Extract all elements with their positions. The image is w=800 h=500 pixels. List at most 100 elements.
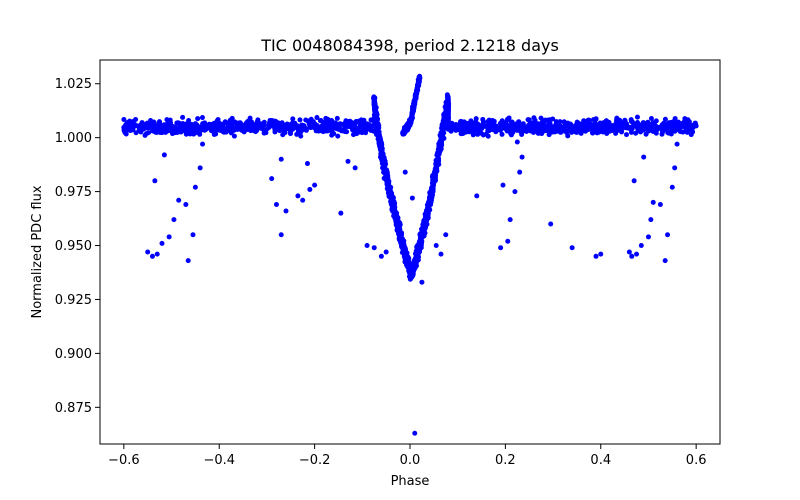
data-point xyxy=(283,208,289,214)
data-point xyxy=(507,217,513,223)
data-point xyxy=(593,116,599,122)
x-tick-label: 0.2 xyxy=(495,453,516,468)
data-point xyxy=(627,126,633,132)
data-point xyxy=(539,119,545,125)
data-point xyxy=(372,105,378,111)
data-point xyxy=(684,129,690,135)
data-point xyxy=(650,128,656,134)
data-point xyxy=(458,131,464,137)
data-point xyxy=(436,145,442,151)
data-point xyxy=(138,123,144,129)
data-point xyxy=(507,127,513,133)
data-point xyxy=(511,125,517,131)
data-point xyxy=(514,139,520,145)
data-point xyxy=(442,124,448,130)
data-point xyxy=(569,124,575,130)
data-point xyxy=(136,127,142,133)
data-point xyxy=(524,129,530,134)
data-point xyxy=(328,122,334,128)
data-point xyxy=(657,125,663,131)
y-axis: 0.875 0.900 0.925 0.950 0.975 1.000 1.025 xyxy=(55,77,100,416)
data-point xyxy=(613,121,619,127)
data-point xyxy=(154,129,160,135)
data-point xyxy=(300,197,306,203)
data-point xyxy=(480,124,486,130)
data-point xyxy=(585,117,591,123)
data-point xyxy=(466,126,472,132)
data-point xyxy=(378,253,384,259)
data-point xyxy=(598,251,604,257)
data-point xyxy=(362,121,368,127)
data-point xyxy=(624,132,630,138)
data-point xyxy=(289,124,295,130)
data-point xyxy=(295,193,301,199)
data-point xyxy=(352,165,358,171)
data-point xyxy=(167,120,173,126)
data-point xyxy=(233,120,239,126)
data-point xyxy=(515,122,521,128)
data-point xyxy=(400,130,406,136)
data-point xyxy=(626,249,632,255)
y-tick-label: 0.900 xyxy=(55,347,92,362)
data-point xyxy=(512,189,518,195)
data-point xyxy=(195,116,201,122)
data-point xyxy=(228,126,234,132)
data-point xyxy=(226,120,232,126)
data-point xyxy=(508,132,514,138)
data-point xyxy=(269,117,275,123)
data-point xyxy=(373,117,379,123)
data-point xyxy=(519,154,525,160)
data-point xyxy=(266,124,272,130)
data-point xyxy=(532,121,538,127)
data-point xyxy=(688,132,694,138)
data-point xyxy=(245,119,251,125)
data-point xyxy=(578,130,584,136)
data-point xyxy=(197,165,203,171)
data-point xyxy=(397,222,403,228)
y-tick-label: 0.875 xyxy=(55,401,92,416)
data-point xyxy=(432,177,438,183)
data-point xyxy=(313,128,319,134)
data-point xyxy=(261,130,267,136)
data-point xyxy=(149,253,155,259)
data-point xyxy=(298,133,304,139)
data-point xyxy=(555,128,561,134)
data-point xyxy=(311,122,317,128)
data-point xyxy=(405,122,411,128)
data-point xyxy=(408,273,414,279)
data-point xyxy=(445,96,451,102)
data-point xyxy=(519,131,525,137)
data-point xyxy=(650,199,656,205)
data-point xyxy=(675,125,681,131)
data-point xyxy=(547,125,553,131)
data-point xyxy=(637,124,643,130)
x-axis: −0.6 −0.4 −0.2 0.0 0.2 0.4 0.6 xyxy=(108,444,706,468)
data-point xyxy=(490,118,496,124)
data-point xyxy=(665,232,671,238)
data-point xyxy=(304,161,310,167)
data-point xyxy=(171,217,177,223)
data-point xyxy=(190,232,196,238)
data-point xyxy=(573,124,579,130)
data-point xyxy=(456,123,462,129)
data-point xyxy=(577,127,583,133)
data-point xyxy=(278,232,284,238)
data-point xyxy=(206,125,212,131)
data-point xyxy=(290,116,296,122)
data-point xyxy=(484,124,490,130)
y-tick-label: 0.975 xyxy=(55,185,92,200)
data-point xyxy=(369,117,375,123)
data-point xyxy=(485,133,491,139)
data-point xyxy=(392,210,398,216)
data-point xyxy=(193,122,199,128)
data-point xyxy=(237,121,243,127)
data-point xyxy=(604,131,610,137)
data-point xyxy=(412,430,418,436)
y-axis-label: Normalized PDC flux xyxy=(30,185,45,318)
data-point xyxy=(244,123,250,129)
data-point xyxy=(253,123,259,129)
data-point xyxy=(505,238,511,244)
data-point xyxy=(154,251,160,257)
data-point xyxy=(381,169,387,175)
data-point xyxy=(419,279,425,285)
